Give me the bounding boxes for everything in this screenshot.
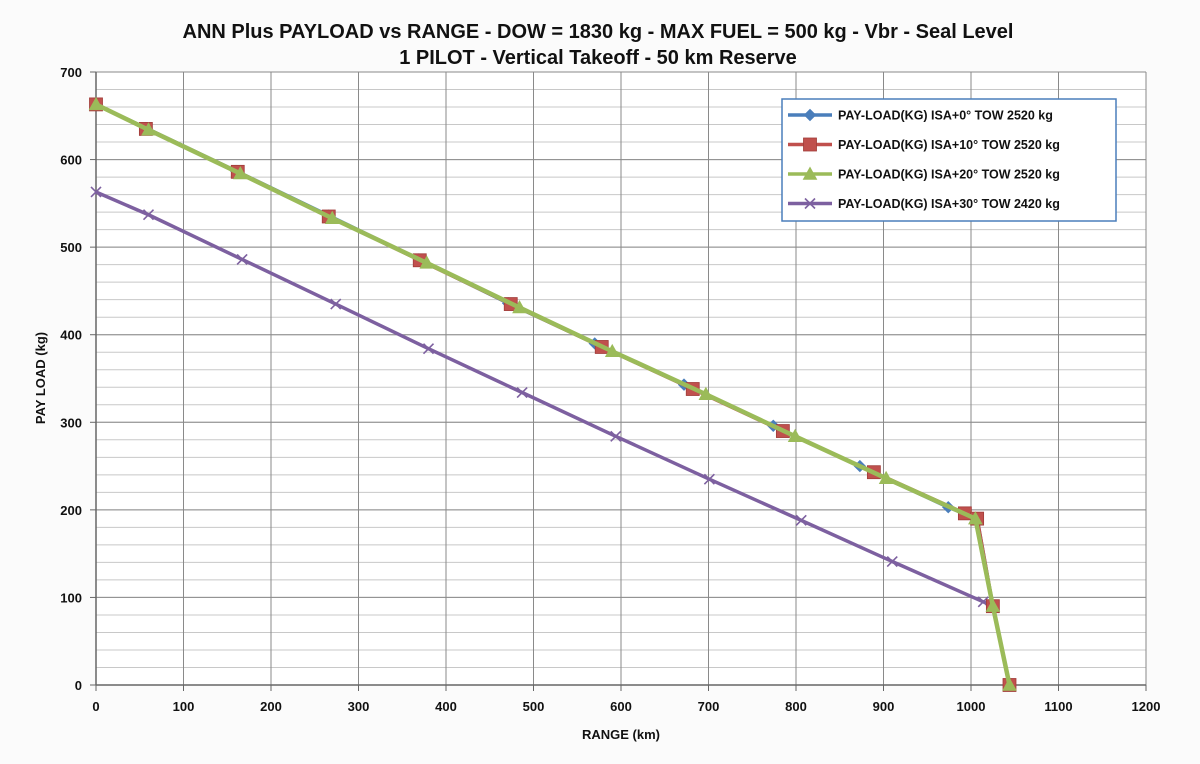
legend-item: PAY-LOAD(KG) ISA+0° TOW 2520 kg xyxy=(788,109,1053,123)
legend-swatch-marker xyxy=(804,197,816,210)
data-point xyxy=(795,514,807,526)
x-tick-label: 600 xyxy=(610,699,632,714)
data-point xyxy=(787,428,803,442)
x-marker-stroke xyxy=(422,343,435,355)
x-tick-label: 700 xyxy=(698,699,720,714)
y-axis-label: PAY LOAD (kg) xyxy=(33,332,48,424)
legend-item: PAY-LOAD(KG) ISA+20° TOW 2520 kg xyxy=(788,166,1060,182)
data-point xyxy=(878,470,894,485)
x-tick-label: 1000 xyxy=(957,699,986,714)
data-point xyxy=(330,298,342,310)
x-tick-label: 900 xyxy=(873,699,895,714)
y-tick-label: 600 xyxy=(60,153,82,168)
legend-label: PAY-LOAD(KG) ISA+30° TOW 2420 kg xyxy=(838,197,1060,211)
data-point xyxy=(516,386,528,399)
data-point xyxy=(604,343,620,358)
x-tick-label: 100 xyxy=(173,699,195,714)
x-marker-stroke xyxy=(886,555,898,568)
axes: 0 100 200 300 400 500 600 700 800 900 1000 1100 1200… xyxy=(60,65,1160,714)
legend-swatch-marker xyxy=(802,166,818,180)
y-tick-label: 100 xyxy=(60,590,82,605)
x-marker-stroke xyxy=(90,186,102,198)
data-point xyxy=(698,386,714,400)
data-point xyxy=(610,430,622,442)
data-point xyxy=(141,122,156,136)
x-marker-stroke xyxy=(516,386,528,399)
x-tick-label: 800 xyxy=(785,699,807,714)
series-triangle xyxy=(88,96,1017,691)
data-point xyxy=(324,210,340,224)
legend-swatch-marker xyxy=(803,108,817,122)
data-point xyxy=(419,255,435,269)
x-axis-label: RANGE (km) xyxy=(582,727,660,742)
data-point xyxy=(703,473,715,485)
data-point xyxy=(88,96,104,111)
data-point xyxy=(968,511,983,525)
y-tick-label: 300 xyxy=(60,415,82,430)
data-point xyxy=(233,166,248,180)
data-point xyxy=(886,555,898,568)
x-marker-stroke xyxy=(977,596,989,608)
y-tick-label: 500 xyxy=(60,240,82,255)
x-tick-label: 300 xyxy=(348,699,370,714)
x-marker-stroke xyxy=(804,197,816,210)
x-marker-stroke xyxy=(610,430,622,442)
x-tick-label: 200 xyxy=(260,699,282,714)
x-tick-label: 0 xyxy=(92,699,99,714)
legend-swatch-marker xyxy=(803,137,817,152)
y-tick-label: 0 xyxy=(75,678,82,693)
data-point xyxy=(422,343,435,355)
data-point xyxy=(1002,677,1017,691)
legend-label: PAY-LOAD(KG) ISA+10° TOW 2520 kg xyxy=(838,138,1060,152)
legend-box xyxy=(781,98,1117,222)
x-marker-stroke xyxy=(236,253,248,265)
x-tick-label: 400 xyxy=(435,699,457,714)
x-marker-stroke xyxy=(795,514,807,526)
data-point xyxy=(236,253,248,265)
legend: PAY-LOAD(KG) ISA+0° TOW 2520 kg PAY-LOAD(… xyxy=(781,98,1117,222)
series-layer xyxy=(88,96,1017,692)
y-tick-label: 200 xyxy=(60,503,82,518)
legend-item: PAY-LOAD(KG) ISA+30° TOW 2420 kg xyxy=(788,197,1060,211)
chart-subtitle: 1 PILOT - Vertical Takeoff - 50 km Reser… xyxy=(399,47,797,69)
chart-title: ANN Plus PAYLOAD vs RANGE - DOW = 1830 k… xyxy=(183,21,1014,43)
x-marker-stroke xyxy=(330,298,342,310)
y-tick-label: 700 xyxy=(60,65,82,80)
legend-label: PAY-LOAD(KG) ISA+0° TOW 2520 kg xyxy=(838,109,1053,123)
data-point xyxy=(142,209,155,221)
data-point xyxy=(985,598,1001,612)
x-tick-label: 500 xyxy=(523,699,545,714)
legend-label: PAY-LOAD(KG) ISA+20° TOW 2520 kg xyxy=(838,168,1060,182)
legend-item: PAY-LOAD(KG) ISA+10° TOW 2520 kg xyxy=(788,137,1060,152)
data-point xyxy=(90,186,102,198)
y-tick-label: 400 xyxy=(60,328,82,343)
x-marker-stroke xyxy=(703,473,715,485)
x-tick-label: 1100 xyxy=(1044,699,1072,714)
x-marker-stroke xyxy=(142,209,155,221)
data-point xyxy=(512,300,527,314)
x-tick-label: 1200 xyxy=(1132,699,1161,714)
